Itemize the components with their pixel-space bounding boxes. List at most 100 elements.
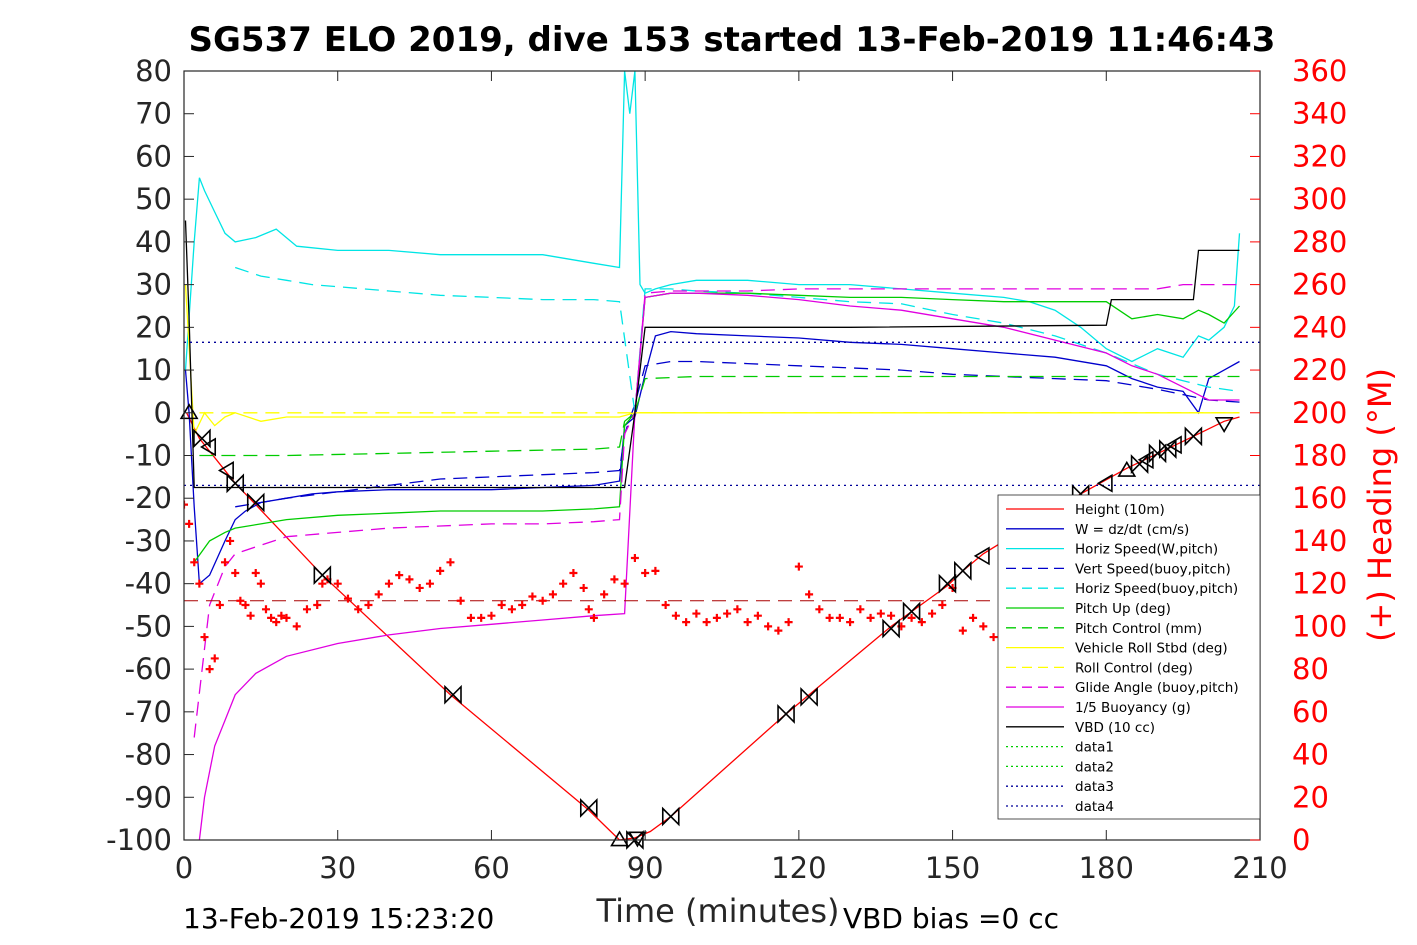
x-tick-label: 150 <box>925 851 980 885</box>
height-marker <box>661 806 680 827</box>
y-tick-label: -60 <box>125 652 172 686</box>
y-tick-label: 10 <box>135 353 172 387</box>
heading-point <box>251 568 260 577</box>
heading-point <box>277 611 286 620</box>
y-right-tick-label: 280 <box>1292 225 1347 259</box>
x-tick-label: 210 <box>1232 851 1287 885</box>
heading-point <box>712 613 721 622</box>
heading-point <box>236 596 245 605</box>
height-marker <box>1158 439 1177 460</box>
heading-point <box>195 579 204 588</box>
y-right-tick-label: 320 <box>1292 139 1347 173</box>
legend-items: Height (10m) W = dz/dt (cm/s) Horiz Speed(… <box>1006 502 1239 815</box>
heading-point <box>600 590 609 599</box>
legend-label: Roll Control (deg) <box>1075 660 1193 676</box>
height-marker <box>217 461 234 480</box>
heading-point <box>641 568 650 577</box>
y-right-tick-label: 200 <box>1292 396 1347 430</box>
heading-point <box>497 601 506 610</box>
heading-point <box>318 579 327 588</box>
heading-point <box>261 605 270 614</box>
height-marker <box>193 428 211 449</box>
heading-point <box>774 626 783 635</box>
heading-point <box>292 622 301 631</box>
heading-point <box>569 568 578 577</box>
heading-point <box>969 613 978 622</box>
y-right-tick-label: 0 <box>1292 823 1310 857</box>
heading-point <box>256 579 265 588</box>
legend-label: data1 <box>1075 740 1114 756</box>
y-right-tick-label: 220 <box>1292 353 1347 387</box>
legend-label: Horiz Speed(W,pitch) <box>1075 542 1218 558</box>
heading-point <box>226 536 235 545</box>
y-right-tick-label: 260 <box>1292 268 1347 302</box>
heading-point <box>630 554 639 563</box>
heading-point <box>384 579 393 588</box>
footer-timestamp: 13-Feb-2019 15:23:20 <box>183 902 494 935</box>
heading-point <box>784 618 793 627</box>
y-tick-label: -80 <box>125 738 172 772</box>
heading-point <box>610 575 619 584</box>
height-marker <box>179 403 199 420</box>
heading-point <box>395 571 404 580</box>
legend-label: Pitch Control (mm) <box>1075 621 1202 637</box>
x-tick-label: 120 <box>771 851 826 885</box>
heading-point <box>184 500 188 509</box>
y-tick-label: -40 <box>125 567 172 601</box>
y-right-tick-label: 140 <box>1292 524 1347 558</box>
heading-point <box>917 618 926 627</box>
height-marker <box>246 492 265 513</box>
y-right-tick-label: 40 <box>1292 738 1329 772</box>
heading-point <box>723 609 732 618</box>
heading-point <box>887 611 896 620</box>
heading-point <box>835 613 844 622</box>
heading-point <box>538 596 547 605</box>
heading-point <box>753 611 762 620</box>
y-tick-label: -10 <box>125 439 172 473</box>
y-right-tick-label: 100 <box>1292 609 1347 643</box>
heading-point <box>272 618 281 627</box>
legend-label: 1/5 Buoyancy (g) <box>1075 700 1191 716</box>
series-line <box>199 375 1240 457</box>
y-axis-right-label: (+) Heading (°M) <box>1361 368 1399 642</box>
y-axis-right: 3603403203002802602402202001801601401201… <box>1250 54 1347 857</box>
height-marker <box>444 684 462 705</box>
heading-point <box>989 633 998 642</box>
heading-point <box>528 592 537 601</box>
legend-label: Pitch Up (deg) <box>1075 601 1171 617</box>
y-right-tick-label: 80 <box>1292 652 1329 686</box>
height-marker <box>902 601 921 622</box>
y-axis-left: 80 70 60 50 40 30 20 10 0 -10 -20 -30 -40 -50 -60 -70 -8… <box>106 54 194 857</box>
heading-point <box>477 613 486 622</box>
height-marker <box>200 437 217 457</box>
series-line <box>234 266 1240 413</box>
heading-point <box>825 613 834 622</box>
heading-point <box>579 583 588 592</box>
legend-label: Height (10m) <box>1075 502 1165 518</box>
heading-point <box>466 613 475 622</box>
heading-point <box>200 633 209 642</box>
height-marker <box>973 546 990 566</box>
heading-point <box>866 613 875 622</box>
chart-title: SG537 ELO 2019, dive 153 started 13-Feb-… <box>189 20 1276 60</box>
y-right-tick-label: 300 <box>1292 182 1347 216</box>
heading-point <box>354 605 363 614</box>
heading-point <box>246 611 255 620</box>
legend-label: Glide Angle (buoy,pitch) <box>1075 680 1239 696</box>
heading-point <box>487 611 496 620</box>
legend-label: VBD (10 cc) <box>1075 720 1155 736</box>
heading-point <box>425 579 434 588</box>
series-layer <box>184 71 1260 840</box>
heading-point <box>764 622 773 631</box>
marker-layer <box>179 403 1234 850</box>
heading-point <box>743 618 752 627</box>
heading-point <box>671 611 680 620</box>
y-tick-label: -20 <box>125 481 172 515</box>
y-right-tick-label: 360 <box>1292 54 1347 88</box>
x-tick-label: 180 <box>1079 851 1134 885</box>
heading-point <box>220 558 229 567</box>
y-tick-label: -30 <box>125 524 172 558</box>
heading-point <box>548 590 557 599</box>
x-tick-label: 30 <box>319 851 356 885</box>
